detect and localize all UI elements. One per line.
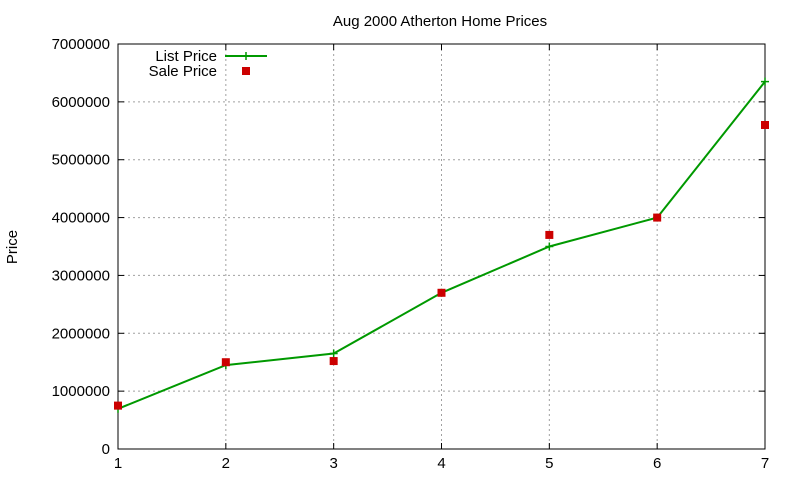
- y-axis-label: Price: [4, 230, 21, 264]
- sale-price-point: [545, 230, 554, 239]
- plot-border: [117, 43, 766, 450]
- y-tick-label: 2000000: [52, 325, 110, 342]
- list-price-point: [545, 242, 554, 251]
- legend-label-sale-price: Sale Price: [149, 63, 217, 80]
- sale-price-series: [114, 121, 769, 410]
- x-tick-label: 7: [761, 455, 769, 472]
- chart-title: Aug 2000 Atherton Home Prices: [333, 13, 547, 30]
- y-tick-label: 0: [102, 441, 110, 458]
- sale-price-point: [329, 357, 338, 366]
- series-layer: [114, 77, 769, 413]
- sale-price-point: [761, 121, 769, 129]
- y-axis: 0 1000000 2000000 3000000 4000000 5000000 6000…: [52, 36, 765, 458]
- x-tick-label: 4: [437, 455, 445, 472]
- y-tick-label: 5000000: [52, 152, 110, 169]
- grid-lines: [118, 44, 765, 449]
- y-tick-label: 3000000: [52, 267, 110, 284]
- x-tick-label: 3: [329, 455, 337, 472]
- list-price-point: [761, 77, 769, 86]
- x-tick-label: 5: [545, 455, 553, 472]
- x-tick-label: 1: [114, 455, 122, 472]
- legend-marker-sale-price: [242, 67, 250, 75]
- y-tick-label: 7000000: [52, 36, 110, 53]
- sale-price-point: [437, 288, 446, 297]
- y-tick-label: 1000000: [52, 383, 110, 400]
- sale-price-point: [653, 213, 662, 222]
- x-tick-label: 6: [653, 455, 661, 472]
- sale-price-point: [221, 358, 230, 367]
- y-tick-label: 4000000: [52, 210, 110, 227]
- legend-marker-list-price: [242, 52, 250, 60]
- list-price-point: [329, 349, 338, 358]
- sale-price-point: [114, 401, 122, 410]
- y-tick-label: 6000000: [52, 94, 110, 111]
- legend-label-list-price: List Price: [155, 48, 217, 65]
- x-tick-label: 2: [222, 455, 230, 472]
- x-axis: 1 2 3 4 5 6 7: [114, 44, 769, 472]
